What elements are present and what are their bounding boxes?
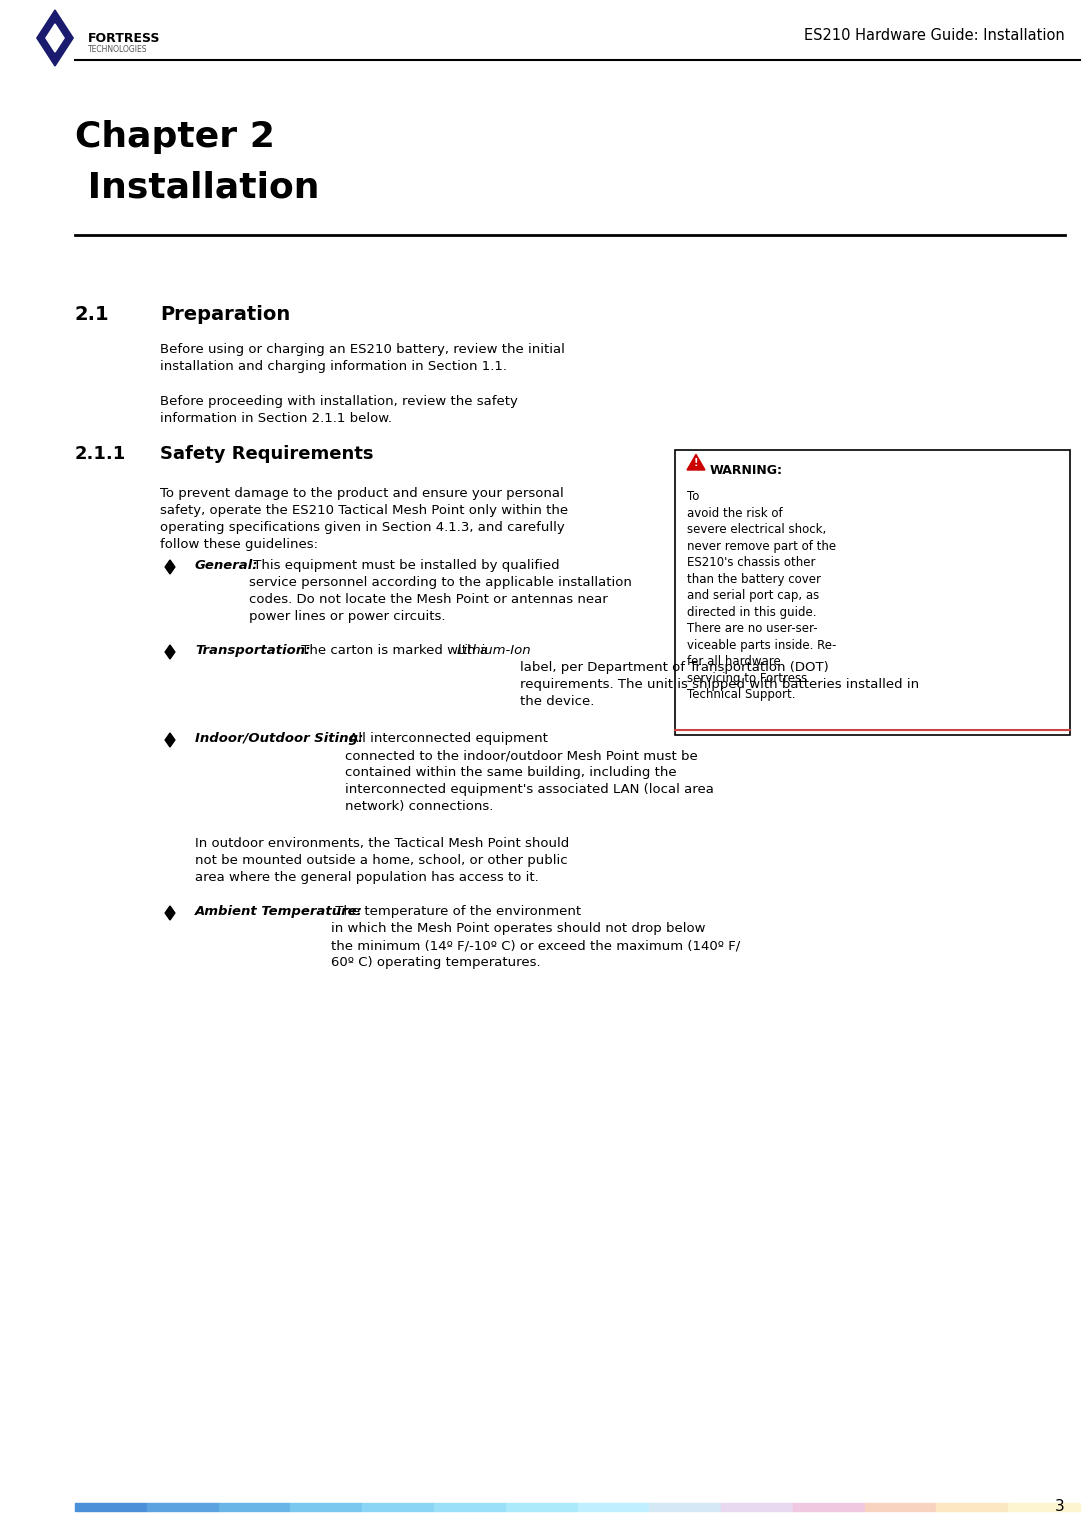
Text: In outdoor environments, the Tactical Mesh Point should
not be mounted outside a: In outdoor environments, the Tactical Me…: [195, 838, 569, 883]
Text: 2.1: 2.1: [75, 305, 110, 324]
Text: 3: 3: [1055, 1499, 1065, 1514]
Text: Installation: Installation: [75, 171, 319, 204]
Text: Indoor/Outdoor Siting:: Indoor/Outdoor Siting:: [195, 733, 363, 745]
Bar: [864, 1503, 936, 1511]
Polygon shape: [165, 560, 174, 574]
Bar: [936, 1503, 1008, 1511]
Text: Transportation:: Transportation:: [195, 644, 311, 656]
Text: All interconnected equipment
connected to the indoor/outdoor Mesh Point must be
: All interconnected equipment connected t…: [344, 733, 714, 813]
Text: General:: General:: [195, 559, 258, 573]
Text: ES210 Hardware Guide: Installation: ES210 Hardware Guide: Installation: [804, 27, 1065, 43]
Text: WARNING:: WARNING:: [710, 465, 783, 477]
Text: Lithium-Ion: Lithium-Ion: [457, 644, 531, 656]
FancyBboxPatch shape: [675, 449, 1070, 736]
Text: To
avoid the risk of
severe electrical shock,
never remove part of the
ES210's c: To avoid the risk of severe electrical s…: [687, 490, 836, 701]
Bar: [434, 1503, 506, 1511]
Bar: [792, 1503, 864, 1511]
Text: Ambient Temperature:: Ambient Temperature:: [195, 905, 363, 918]
Bar: [75, 1503, 147, 1511]
Text: !: !: [693, 458, 699, 468]
Bar: [722, 1503, 792, 1511]
Bar: [506, 1503, 578, 1511]
Text: Safety Requirements: Safety Requirements: [160, 445, 374, 463]
Bar: [290, 1503, 362, 1511]
Text: The carton is marked with a: The carton is marked with a: [296, 644, 492, 656]
Bar: [1008, 1503, 1080, 1511]
Text: FORTRESS: FORTRESS: [88, 32, 160, 46]
Text: The temperature of the environment
in which the Mesh Point operates should not d: The temperature of the environment in wh…: [331, 905, 740, 969]
Text: 2.1.1: 2.1.1: [75, 445, 126, 463]
Text: Before using or charging an ES210 battery, review the initial
installation and c: Before using or charging an ES210 batter…: [160, 343, 565, 373]
Polygon shape: [165, 646, 174, 659]
Text: Before proceeding with installation, review the safety
information in Section 2.: Before proceeding with installation, rev…: [160, 394, 518, 425]
Bar: [650, 1503, 722, 1511]
Polygon shape: [165, 733, 174, 746]
Polygon shape: [687, 454, 705, 471]
Polygon shape: [165, 906, 174, 920]
Text: This equipment must be installed by qualified
service personnel according to the: This equipment must be installed by qual…: [250, 559, 632, 623]
Polygon shape: [46, 24, 64, 52]
Text: Chapter 2: Chapter 2: [75, 120, 275, 154]
Text: Preparation: Preparation: [160, 305, 290, 324]
Text: label, per Department of Transportation (DOT)
requirements. The unit is shipped : label, per Department of Transportation …: [520, 644, 920, 708]
Bar: [219, 1503, 290, 1511]
Bar: [147, 1503, 219, 1511]
Bar: [578, 1503, 650, 1511]
Polygon shape: [37, 11, 73, 65]
Bar: [362, 1503, 434, 1511]
Text: TECHNOLOGIES: TECHNOLOGIES: [88, 46, 147, 53]
Text: To prevent damage to the product and ensure your personal
safety, operate the ES: To prevent damage to the product and ens…: [160, 487, 568, 551]
